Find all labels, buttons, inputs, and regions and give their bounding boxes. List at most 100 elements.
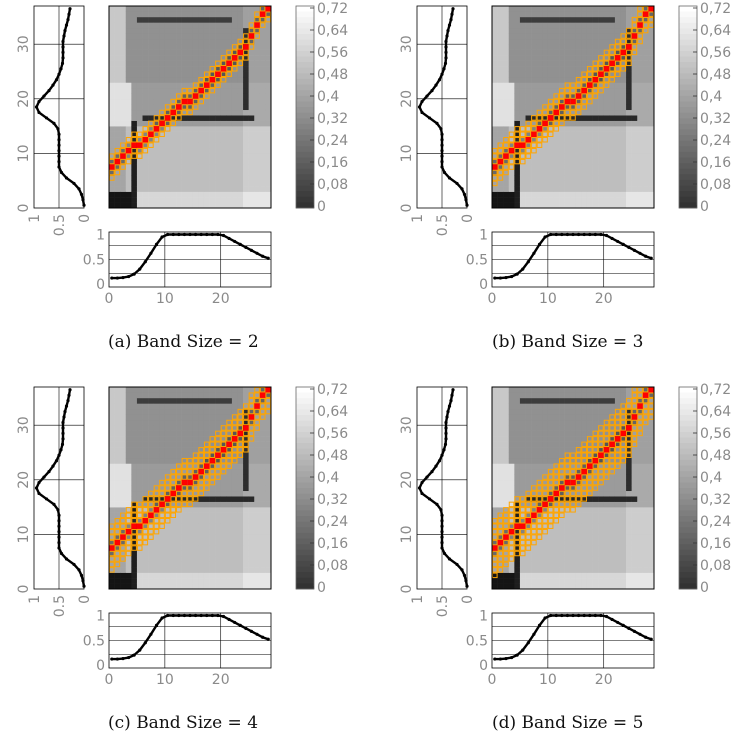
heatmap-cell [159,463,166,470]
heatmap-cell [164,392,171,399]
heatmap-cell [536,457,543,464]
heatmap-cell [531,414,537,421]
heatmap-cell [215,425,222,431]
heatmap-cell [503,496,510,502]
heatmap-cell [170,512,177,519]
heatmap-cell [547,452,554,459]
heatmap-cell [114,496,121,502]
band-cell [248,408,255,415]
heatmap-cell [259,572,266,579]
heatmap-cell [131,180,138,187]
heatmap-cell [192,490,199,497]
heatmap-cell [592,501,599,508]
heatmap-cell [153,60,160,67]
heatmap-cell [254,158,261,165]
heatmap-cell [536,545,543,552]
heatmap-cell [614,142,621,149]
heatmap-cell [620,60,627,67]
heatmap-cell [209,463,216,470]
heatmap-cell [159,11,166,18]
heatmap-cell [536,131,543,138]
heatmap-cell [142,76,149,83]
heatmap-cell [114,180,121,187]
band-cell [609,66,615,72]
heatmap-cell [648,197,655,203]
heatmap-cell [586,441,593,448]
heatmap-cell [226,397,233,404]
heatmap-cell [159,392,166,399]
heatmap-cell [570,49,577,56]
heatmap-cell [525,452,532,459]
band-cell [254,419,260,426]
heatmap-cell [181,164,188,171]
heatmap-cell [170,523,177,530]
heatmap-cell [148,142,154,149]
heatmap-cell [220,561,227,568]
heatmap-cell [637,175,644,182]
band-cell [164,120,171,127]
heatmap-cell [592,392,599,399]
heatmap-cell [564,71,571,78]
heatmap-cell [586,131,593,138]
heatmap-cell [581,501,588,508]
heatmap-cell [631,147,638,154]
left-plot-point [61,431,65,436]
colorbar-band [296,151,314,158]
warp-path-cell [254,403,260,409]
heatmap-cell [508,126,515,132]
heatmap-cell [209,191,216,198]
band-cell [609,71,615,77]
heatmap-cell [508,55,515,61]
heatmap-cell [136,578,143,584]
heatmap-cell [148,76,154,83]
heatmap-cell [547,158,554,165]
heatmap-cell [159,147,166,154]
heatmap-cell [598,33,605,40]
heatmap-cell [536,115,543,121]
heatmap-cell [620,126,627,132]
heatmap-cell [553,169,560,176]
heatmap-cell [142,44,149,50]
heatmap-cell [248,457,255,464]
heatmap-cell [547,93,554,100]
heatmap-cell [570,452,577,459]
heatmap-cell [581,539,588,546]
heatmap-cell [153,6,160,12]
heatmap-cell [131,109,138,116]
band-cell [642,22,649,28]
heatmap-cell [581,512,588,519]
colorbar-band [679,146,697,153]
heatmap-cell [170,71,177,78]
heatmap-cell [547,583,554,590]
left-plot-tick-label: 0 [399,204,415,213]
heatmap-cell [564,197,571,203]
heatmap-cell [231,180,238,187]
heatmap-cell [603,6,610,12]
band-cell [559,115,565,121]
heatmap-cell [586,6,593,12]
heatmap-cell [559,474,565,481]
heatmap-cell [109,387,115,393]
heatmap-cell [131,60,138,67]
heatmap-cell [187,55,194,61]
heatmap-cell [109,142,115,149]
band-cell [209,474,216,480]
heatmap-cell [237,387,244,393]
heatmap-cell [164,109,171,116]
heatmap-cell [120,60,127,67]
heatmap-cell [237,545,244,552]
heatmap-cell [508,436,515,442]
heatmap-cell [109,518,115,524]
band-cell [125,153,132,159]
heatmap-cell [503,76,510,83]
heatmap-cell [542,115,549,121]
heatmap-cell [176,66,182,72]
heatmap-cell [626,180,632,187]
heatmap-cell [575,33,582,40]
band-cell [203,474,210,480]
heatmap-cell [586,175,593,182]
heatmap-cell [237,452,244,459]
heatmap-cell [614,115,621,121]
warp-path-cell [148,131,154,138]
heatmap-cell [620,38,627,45]
